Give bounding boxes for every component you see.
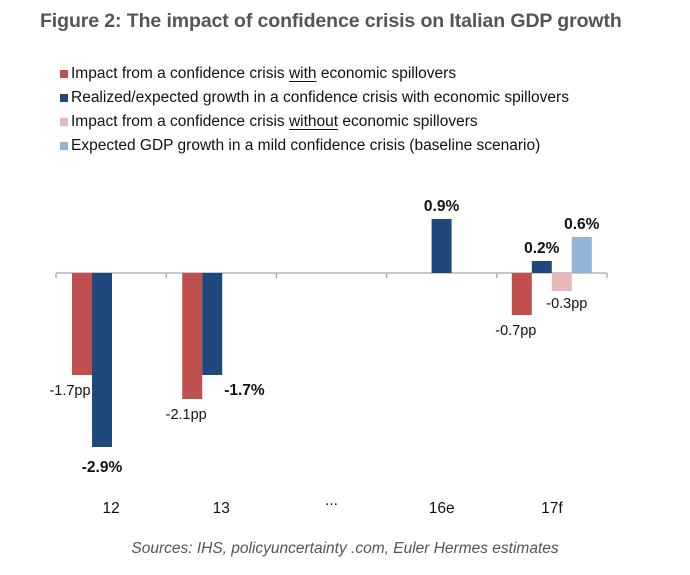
data-label: -1.7pp [49,383,90,399]
x-tick-label: 12 [102,500,119,517]
data-label: -2.1pp [166,407,207,423]
bar [551,273,572,291]
x-tick-label: 17f [541,500,563,517]
legend-label: Impact from a confidence crisis with eco… [71,65,457,82]
data-label: -0.7pp [495,323,536,339]
bar [72,273,92,375]
legend-item: Realized/expected growth in a confidence… [60,86,569,110]
legend-swatch [60,94,68,102]
legend-item: Expected GDP growth in a mild confidence… [60,134,569,158]
legend-label: Realized/expected growth in a confidence… [71,89,569,106]
legend-item: Impact from a confidence crisis without … [60,110,569,134]
x-tick-label: 16e [429,500,455,517]
legend-label: Impact from a confidence crisis without … [71,113,478,130]
chart-title: Figure 2: The impact of confidence crisi… [40,10,622,32]
legend-swatch [60,142,68,150]
bar [202,273,223,375]
data-label: -0.3pp [546,296,587,312]
bar [92,273,112,447]
source-note: Sources: IHS, policyuncertainty .com, Eu… [131,540,559,557]
x-tick-label: ... [325,492,338,509]
x-tick-label: 13 [213,500,230,517]
legend-item: Impact from a confidence crisis with eco… [60,62,569,86]
legend-swatch [60,70,68,78]
legend-label: Expected GDP growth in a mild confidence… [71,137,541,154]
data-label: 0.2% [524,240,560,257]
bar [511,273,532,315]
bar [182,273,203,399]
bar [431,219,452,273]
legend-swatch [60,118,68,126]
bar [571,237,592,273]
data-label: -2.9% [82,459,123,476]
data-label: 0.6% [564,216,600,233]
legend: Impact from a confidence crisis with eco… [60,62,569,158]
bar [531,261,552,273]
data-label: -1.7% [224,382,265,399]
data-label: 0.9% [424,198,460,215]
